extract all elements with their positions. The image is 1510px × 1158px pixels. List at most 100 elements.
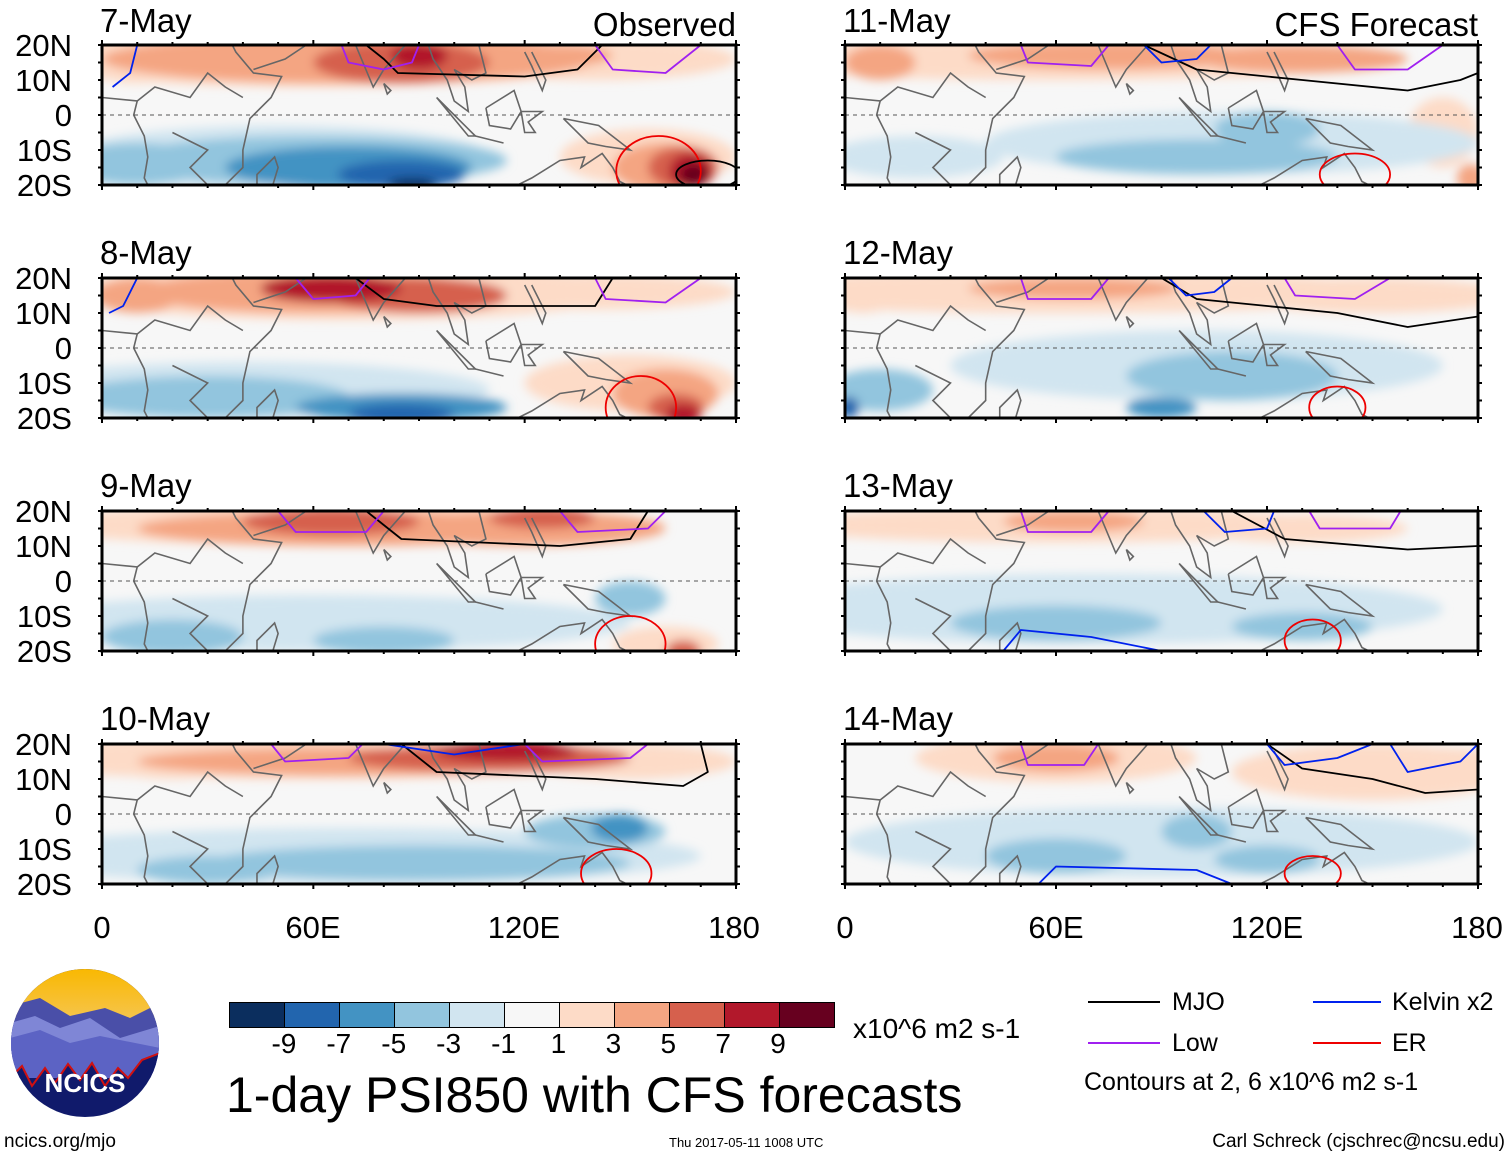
colorbar-swatch: [394, 1003, 449, 1027]
anomaly-shading: [845, 45, 916, 80]
lat-label: 20N: [15, 28, 72, 63]
coastline: [354, 45, 487, 114]
legend-line-mjo: [1088, 1001, 1160, 1003]
coastline: [383, 548, 392, 562]
colorbar-units: x10^6 m2 s-1: [853, 1013, 1021, 1044]
anomaly-shading: [207, 845, 631, 881]
coastline: [435, 562, 478, 603]
coastline: [1227, 788, 1265, 829]
figure-title: 1-day PSI850 with CFS forecasts: [226, 1067, 963, 1123]
colorbar-tick-label: -7: [326, 1028, 352, 1059]
map-panel: [102, 45, 736, 185]
lat-label: 10N: [15, 529, 72, 564]
coastline: [1262, 576, 1287, 600]
coastline: [253, 511, 307, 537]
coastline: [515, 618, 628, 651]
mjo-contour: [1231, 511, 1478, 551]
colorbar-tick-label: 3: [605, 1028, 622, 1059]
anomaly-shading: [1126, 351, 1338, 401]
coastline: [879, 537, 987, 568]
anomaly-shading: [1056, 139, 1338, 175]
colorbar: [229, 1002, 835, 1028]
panel-date-8: 14-May: [843, 700, 954, 737]
coastline: [1266, 51, 1289, 93]
coastline: [879, 304, 987, 335]
anomaly-shading: [845, 807, 1478, 877]
anomaly-shading: [950, 605, 1162, 641]
low-contour: [524, 744, 649, 763]
coastline: [1266, 750, 1289, 792]
coastline: [1125, 82, 1135, 96]
legend-note: Contours at 2, 6 x10^6 m2 s-1: [1084, 1068, 1419, 1096]
low-contour: [340, 45, 420, 71]
anomaly-shading: [387, 178, 437, 185]
legend-line-low: [1088, 1042, 1160, 1044]
lat-label: 20N: [15, 261, 72, 296]
low-contour: [1019, 744, 1099, 766]
panel-date-7: 13-May: [843, 467, 954, 504]
coastline: [520, 343, 545, 367]
kelvin-contour: [112, 45, 139, 88]
low-contour: [1019, 511, 1110, 533]
coastline: [1262, 110, 1287, 134]
coastline: [1305, 816, 1376, 851]
legend-line-kelvin: [1313, 1001, 1381, 1003]
coastline: [1096, 45, 1230, 114]
coastline: [520, 809, 545, 833]
mjo-contour: [1266, 744, 1478, 794]
anomaly-shading: [1196, 514, 1408, 543]
legend-label-er: ER: [1392, 1029, 1427, 1057]
logo-text: NCICS: [45, 1068, 126, 1098]
coastline: [879, 770, 987, 801]
lat-label: 20S: [16, 634, 72, 669]
lat-label: 0: [54, 797, 72, 832]
anomaly-shading: [679, 164, 708, 185]
colorbar-swatch: [779, 1003, 834, 1027]
colorbar-swatch: [614, 1003, 669, 1027]
coastline: [1305, 350, 1376, 385]
coastline: [224, 45, 283, 185]
ncics-logo: NCICS: [11, 969, 159, 1117]
coastline: [435, 795, 478, 836]
coastline: [1227, 322, 1265, 363]
kelvin-contour: [383, 744, 525, 756]
coastline: [383, 315, 392, 329]
coastline: [520, 110, 545, 134]
er-contour: [580, 848, 653, 884]
panel-date-4: 10-May: [100, 700, 211, 737]
anomaly-shading: [992, 744, 1120, 772]
colorbar-tick-label: -5: [381, 1028, 407, 1059]
anomaly-shading: [102, 143, 208, 185]
footer-timestamp: Thu 2017-05-11 1008 UTC: [669, 1135, 824, 1150]
coastline: [1125, 315, 1135, 329]
colorbar-swatch: [230, 1003, 284, 1027]
lat-label: 10N: [15, 63, 72, 98]
coastline: [475, 135, 504, 144]
coastline: [485, 555, 523, 596]
kelvin-contour: [1167, 278, 1233, 297]
lon-label-left-60e: 60E: [285, 910, 341, 945]
coastline: [224, 278, 283, 418]
coastline: [562, 117, 634, 152]
kelvin-contour: [1266, 744, 1373, 766]
anomaly-shading: [454, 605, 596, 641]
coastline: [1227, 555, 1265, 596]
lat-label: 20S: [16, 867, 72, 902]
colorbar-swatch: [724, 1003, 779, 1027]
anomaly-shading: [338, 160, 465, 185]
panel-date-6: 12-May: [843, 234, 954, 271]
lat-label: 10S: [16, 133, 72, 168]
anomaly-shading: [665, 640, 701, 651]
colorbar-swatch: [504, 1003, 559, 1027]
coastline: [1227, 89, 1265, 130]
coastline: [523, 750, 547, 792]
mjo-contour: [400, 744, 709, 787]
er-contour: [1283, 618, 1342, 651]
coastline: [1178, 795, 1220, 836]
coastline: [253, 744, 307, 770]
coastline: [1125, 548, 1135, 562]
coastline: [435, 96, 478, 137]
mjo-contour: [675, 159, 736, 185]
coastline: [172, 597, 210, 651]
